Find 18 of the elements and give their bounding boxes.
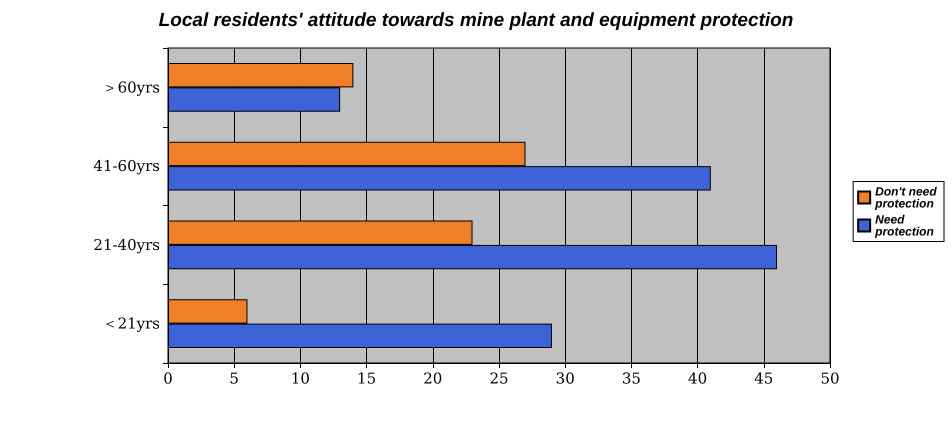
x-tick-label: 15	[357, 370, 376, 388]
chart-title: Local residents' attitude towards mine plant and equipment protection	[158, 10, 794, 31]
y-tick-label: 41-60yrs	[93, 157, 160, 176]
y-tick-label: 21-40yrs	[93, 236, 160, 254]
y-tick-label: ＞60yrs	[102, 78, 160, 96]
legend-label: Don't need protection	[874, 184, 940, 210]
x-tick-label: 25	[489, 370, 509, 388]
x-tick-label: 10	[290, 370, 310, 388]
legend-label: Need protection	[874, 212, 934, 238]
x-tick-label: 40	[688, 370, 708, 388]
x-tick-label: 0	[163, 370, 173, 388]
x-tick-label: 30	[556, 370, 575, 388]
x-tick-label: 35	[622, 370, 641, 388]
x-tick-label: 50	[820, 370, 840, 388]
y-tick-label: ＜21yrs	[102, 314, 160, 333]
x-tick-label: 45	[754, 370, 774, 388]
x-tick-label: 5	[229, 370, 239, 388]
x-tick-label: 20	[423, 370, 442, 388]
